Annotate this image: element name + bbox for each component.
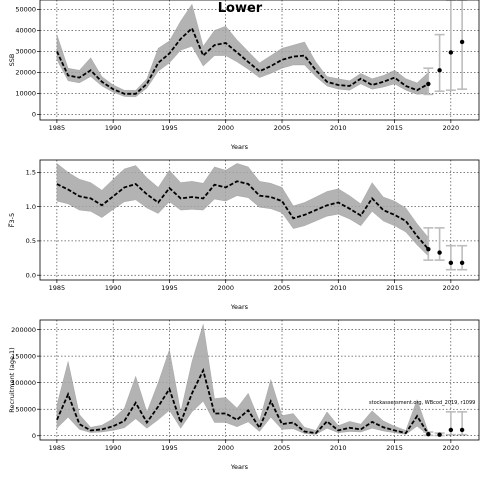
x-tick-label: 2005 bbox=[274, 284, 291, 292]
ssb-projection-point bbox=[448, 50, 454, 55]
ssb-projection-point bbox=[437, 68, 442, 73]
fbar-panel: 1985 1990 1995 2000 2005 2010 2015 2020 0.0 0.5 1.… bbox=[7, 159, 480, 311]
x-tick-label: 2020 bbox=[443, 444, 460, 452]
y-tick-label: 50000 bbox=[15, 6, 36, 14]
y-tick-label: 0.0 bbox=[26, 272, 36, 280]
x-tick-label: 2010 bbox=[330, 444, 347, 452]
y-tick-label: 1.5 bbox=[26, 169, 36, 177]
y-tick-label: 0.5 bbox=[26, 237, 36, 245]
fbar-x-axis-label: Years bbox=[230, 303, 249, 311]
ssb-x-axis-label: Years bbox=[230, 143, 249, 151]
x-tick-label: 1995 bbox=[161, 444, 178, 452]
fbar-projection-point bbox=[448, 260, 454, 266]
y-tick-label: 20000 bbox=[15, 69, 36, 77]
recruitment-y-axis-label: Recruitment (age 1) bbox=[8, 347, 16, 412]
x-tick-label: 2000 bbox=[217, 284, 234, 292]
recruitment-panel: 1985 1990 1995 2000 2005 2010 2015 2020 0 50000 10… bbox=[8, 319, 480, 471]
fbar-median-line bbox=[56, 180, 429, 250]
x-tick-label: 2020 bbox=[443, 124, 460, 132]
recruitment-confidence-band bbox=[56, 324, 429, 436]
ssb-projection-point bbox=[426, 81, 431, 87]
fbar-projection-point bbox=[426, 246, 431, 252]
x-tick-label: 1995 bbox=[161, 124, 178, 132]
recruitment-projection-point bbox=[437, 432, 442, 437]
ssb-confidence-band bbox=[56, 3, 429, 98]
x-tick-label: 2010 bbox=[330, 124, 347, 132]
x-tick-label: 2015 bbox=[386, 444, 403, 452]
chart-title: Lower bbox=[218, 1, 263, 16]
x-tick-label: 1985 bbox=[49, 444, 66, 452]
y-tick-label: 0 bbox=[32, 432, 36, 440]
x-tick-label: 1985 bbox=[49, 284, 66, 292]
y-tick-label: 100000 bbox=[11, 379, 36, 387]
x-tick-label: 2020 bbox=[443, 284, 460, 292]
fbar-y-axis-label: F̅3-5 bbox=[7, 213, 16, 228]
ssb-projection-point bbox=[459, 39, 465, 45]
x-tick-label: 2005 bbox=[274, 444, 291, 452]
ssb-y-axis-label: SSB bbox=[8, 54, 16, 67]
x-tick-label: 1995 bbox=[161, 284, 178, 292]
recruitment-projection-point bbox=[426, 431, 431, 437]
ssb-median-line bbox=[56, 26, 429, 95]
recruitment-median-line bbox=[56, 367, 430, 435]
recruitment-projection-point bbox=[459, 427, 465, 433]
recruitment-projection-point bbox=[448, 427, 454, 433]
fbar-confidence-band bbox=[56, 163, 429, 257]
source-annotation: stockassessment.org, WBcod_2019, r1099 bbox=[369, 400, 475, 406]
y-tick-label: 10000 bbox=[15, 90, 36, 98]
fbar-projection-point bbox=[437, 250, 442, 255]
x-tick-label: 2000 bbox=[217, 444, 234, 452]
y-tick-label: 40000 bbox=[15, 27, 36, 35]
y-tick-label: 0 bbox=[32, 111, 36, 119]
ssb-plot-frame bbox=[39, 0, 480, 121]
recruitment-plot-frame bbox=[39, 319, 480, 441]
x-tick-label: 1990 bbox=[105, 444, 122, 452]
recruitment-x-axis-label: Years bbox=[230, 463, 249, 471]
x-tick-label: 1990 bbox=[105, 124, 122, 132]
x-tick-label: 1985 bbox=[49, 124, 66, 132]
ssb-panel: 1985 1990 1995 2000 2005 2010 2015 2020 0 10000 20… bbox=[8, 0, 480, 151]
y-tick-label: 50000 bbox=[15, 406, 36, 414]
x-tick-label: 2015 bbox=[386, 124, 403, 132]
y-tick-label: 1.0 bbox=[26, 203, 36, 211]
y-tick-label: 30000 bbox=[15, 48, 36, 56]
x-tick-label: 2005 bbox=[274, 124, 291, 132]
fbar-projection-point bbox=[459, 260, 465, 266]
y-tick-label: 150000 bbox=[11, 352, 36, 360]
x-tick-label: 2015 bbox=[386, 284, 403, 292]
x-tick-label: 1990 bbox=[105, 284, 122, 292]
y-tick-label: 200000 bbox=[11, 326, 36, 334]
x-tick-label: 2000 bbox=[217, 124, 234, 132]
fbar-plot-frame bbox=[39, 159, 480, 281]
x-tick-label: 2010 bbox=[330, 284, 347, 292]
